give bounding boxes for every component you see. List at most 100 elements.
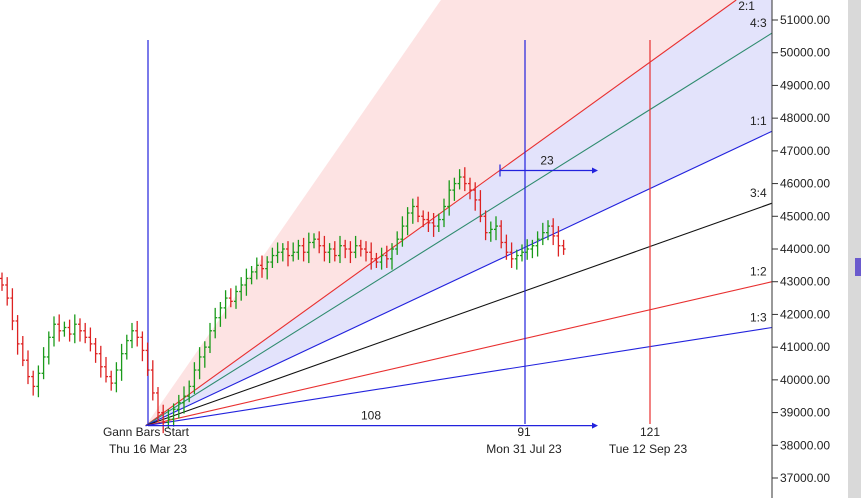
price-bar xyxy=(416,196,420,223)
price-bar xyxy=(254,257,259,280)
price-bar xyxy=(410,198,415,224)
price-bar xyxy=(332,241,337,262)
price-bar xyxy=(156,387,160,422)
fan-label-3-4: 3:4 xyxy=(750,186,767,200)
scroll-thumb xyxy=(855,258,861,276)
price-bar xyxy=(364,241,368,262)
axis-tick-label: 44000.00 xyxy=(780,242,830,256)
axis-tick-label: 51000.00 xyxy=(780,13,830,27)
price-bar xyxy=(509,242,514,268)
price-bar xyxy=(384,245,389,268)
price-bar xyxy=(192,362,197,394)
price-bar xyxy=(530,239,535,259)
price-bar xyxy=(504,234,509,260)
price-bar xyxy=(478,190,483,223)
fan-fill-between xyxy=(145,0,773,426)
marker-121-count: 121 xyxy=(640,425,660,439)
price-bar xyxy=(280,243,285,262)
gann-fan-fills xyxy=(145,0,773,426)
price-bar xyxy=(41,347,46,380)
fan-label-1-1: 1:1 xyxy=(750,114,767,128)
price-bar xyxy=(431,213,436,237)
price-bar xyxy=(468,177,472,200)
price-bar xyxy=(119,343,124,381)
price-bar xyxy=(301,237,306,262)
price-bar xyxy=(0,272,4,291)
price-bar xyxy=(187,380,192,403)
price-bar xyxy=(244,268,249,296)
price-bar xyxy=(379,247,384,270)
price-bar xyxy=(260,255,264,278)
price-bar xyxy=(306,232,311,264)
price-bar xyxy=(228,288,233,308)
price-bar xyxy=(494,216,498,241)
fan-label-1-2: 1:2 xyxy=(750,265,767,279)
price-bar xyxy=(270,247,275,268)
price-bar xyxy=(390,243,394,270)
measure-108-arrow xyxy=(592,422,598,429)
fan-label-1-3: 1:3 xyxy=(750,311,767,325)
fan-line-1-1 xyxy=(145,130,773,427)
axis-tick-label: 48000.00 xyxy=(780,111,830,125)
price-bar xyxy=(234,285,238,309)
price-bar xyxy=(353,235,358,259)
price-bar xyxy=(10,288,15,331)
axis-tick-label: 37000.00 xyxy=(780,471,830,485)
price-bar xyxy=(291,242,296,262)
price-bar xyxy=(130,322,134,349)
price-bar xyxy=(286,241,290,267)
price-bar xyxy=(405,207,410,236)
price-bar xyxy=(72,314,77,344)
price-bar xyxy=(109,370,114,391)
price-bar xyxy=(488,221,493,242)
price-bar xyxy=(62,321,67,337)
axis-tick-label: 47000.00 xyxy=(780,144,830,158)
price-bar xyxy=(426,211,431,232)
price-bar xyxy=(208,322,212,354)
price-bar xyxy=(556,226,561,257)
axis-tick-label: 41000.00 xyxy=(780,340,830,354)
gann-fan-lines: 2:1 4:3 1:1 3:4 1:2 1:3 xyxy=(145,0,773,427)
price-bar xyxy=(421,210,426,228)
price-bar xyxy=(473,182,478,211)
price-bar xyxy=(452,177,457,201)
price-bar xyxy=(561,239,566,255)
price-bar xyxy=(83,322,88,344)
axis-tick-label: 42000.00 xyxy=(780,307,830,321)
price-bar xyxy=(36,365,41,398)
price-bar xyxy=(520,244,524,262)
marker-sep-date: Tue 12 Sep 23 xyxy=(609,442,688,456)
axis-tick-label: 45000.00 xyxy=(780,209,830,223)
price-bar xyxy=(275,242,280,264)
price-bar xyxy=(327,243,332,264)
price-bar xyxy=(161,404,166,434)
price-bar xyxy=(369,242,374,270)
measure-108-label: 108 xyxy=(361,409,381,423)
measure-23-arrow xyxy=(592,167,598,174)
gann-start-date: Thu 16 Mar 23 xyxy=(109,442,187,456)
price-bar xyxy=(98,345,103,378)
price-axis: 37000.00 38000.00 39000.00 40000.00 41000.00… xyxy=(771,0,861,498)
price-bar xyxy=(67,319,72,342)
price-bar xyxy=(374,252,379,268)
fan-line-2-1 xyxy=(145,0,737,427)
price-bar xyxy=(52,316,56,347)
axis-background xyxy=(772,0,861,498)
bar-count-measurements: 108 23 xyxy=(148,153,598,429)
price-bar xyxy=(499,220,504,249)
price-bar xyxy=(104,356,108,383)
axis-tick-label: 43000.00 xyxy=(780,275,830,289)
price-bar xyxy=(20,336,25,367)
axis-tick-label: 40000.00 xyxy=(780,373,830,387)
price-bar xyxy=(15,315,20,355)
price-bar xyxy=(57,314,62,342)
axis-tick-label: 50000.00 xyxy=(780,46,830,60)
price-bar xyxy=(348,241,353,264)
price-bar xyxy=(26,350,30,385)
scroll-strip xyxy=(848,0,861,498)
price-bar xyxy=(514,249,519,270)
axis-tick-label: 39000.00 xyxy=(780,406,830,420)
price-bar xyxy=(535,231,540,257)
axis-tick-label: 38000.00 xyxy=(780,438,830,452)
